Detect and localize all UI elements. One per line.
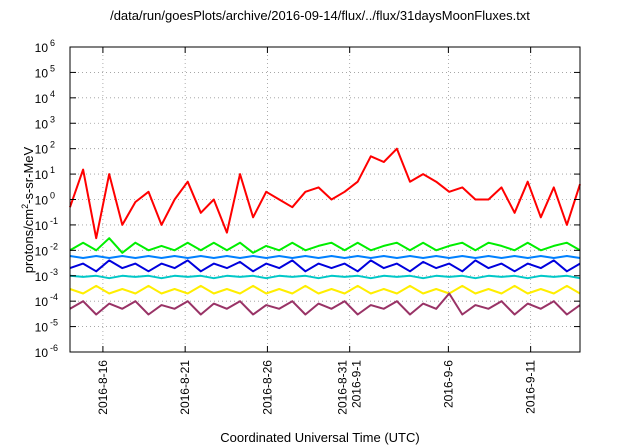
y-tick-label-exponent: 0 xyxy=(50,191,55,201)
series-line xyxy=(69,292,581,316)
series-lines xyxy=(69,147,581,316)
x-tick-label: 2016-8-31 xyxy=(336,360,350,415)
y-tick-label-exponent: 2 xyxy=(50,140,55,150)
series-line xyxy=(69,255,581,259)
y-tick-label-exponent: 6 xyxy=(50,38,55,48)
x-axis-label: Coordinated Universal Time (UTC) xyxy=(220,430,420,445)
y-tick-label: 10 xyxy=(35,219,49,233)
y-tick-label: 10 xyxy=(35,143,49,157)
x-tick-label: 2016-9-6 xyxy=(441,360,455,408)
y-tick-label-exponent: 5 xyxy=(50,63,55,73)
y-tick-label: 10 xyxy=(35,270,49,284)
series-line xyxy=(69,147,581,240)
chart-title: /data/run/goesPlots/archive/2016-09-14/f… xyxy=(110,8,530,23)
y-tick-label: 10 xyxy=(35,295,49,309)
x-tick-label: 2016-9-11 xyxy=(524,360,538,414)
x-tick-label: 2016-8-26 xyxy=(260,360,274,415)
y-tick-label-exponent: -4 xyxy=(50,292,58,302)
y-tick-label: 10 xyxy=(35,66,49,80)
y-tick-label: 10 xyxy=(35,194,49,208)
y-tick-label-exponent: 3 xyxy=(50,114,55,124)
series-line xyxy=(69,284,581,295)
y-tick-label: 10 xyxy=(35,168,49,182)
axis-ticks: 10 -610 -510 -410 -310 -210 -110 010 110 210 310 41… xyxy=(35,38,580,415)
series-line xyxy=(69,274,581,280)
x-tick-label: 2016-8-21 xyxy=(178,360,192,415)
x-tick-label: 2016-8-16 xyxy=(96,360,110,415)
y-tick-label-exponent: -1 xyxy=(50,216,58,226)
y-tick-label: 10 xyxy=(35,117,49,131)
y-tick-label-exponent: -6 xyxy=(50,343,58,353)
series-line xyxy=(69,237,581,254)
x-tick-label: 2016-9-1 xyxy=(350,360,364,408)
y-tick-label-exponent: -5 xyxy=(50,318,58,328)
y-tick-label: 10 xyxy=(35,346,49,360)
y-tick-label: 10 xyxy=(35,321,49,335)
y-tick-label-exponent: -2 xyxy=(50,241,58,251)
y-tick-label: 10 xyxy=(35,92,49,106)
y-tick-label: 10 xyxy=(35,41,49,55)
y-tick-label-exponent: -3 xyxy=(50,267,58,277)
series-line xyxy=(69,259,581,273)
y-tick-label-exponent: 1 xyxy=(50,165,55,175)
y-tick-label-exponent: 4 xyxy=(50,89,55,99)
y-tick-label: 10 xyxy=(35,244,49,258)
